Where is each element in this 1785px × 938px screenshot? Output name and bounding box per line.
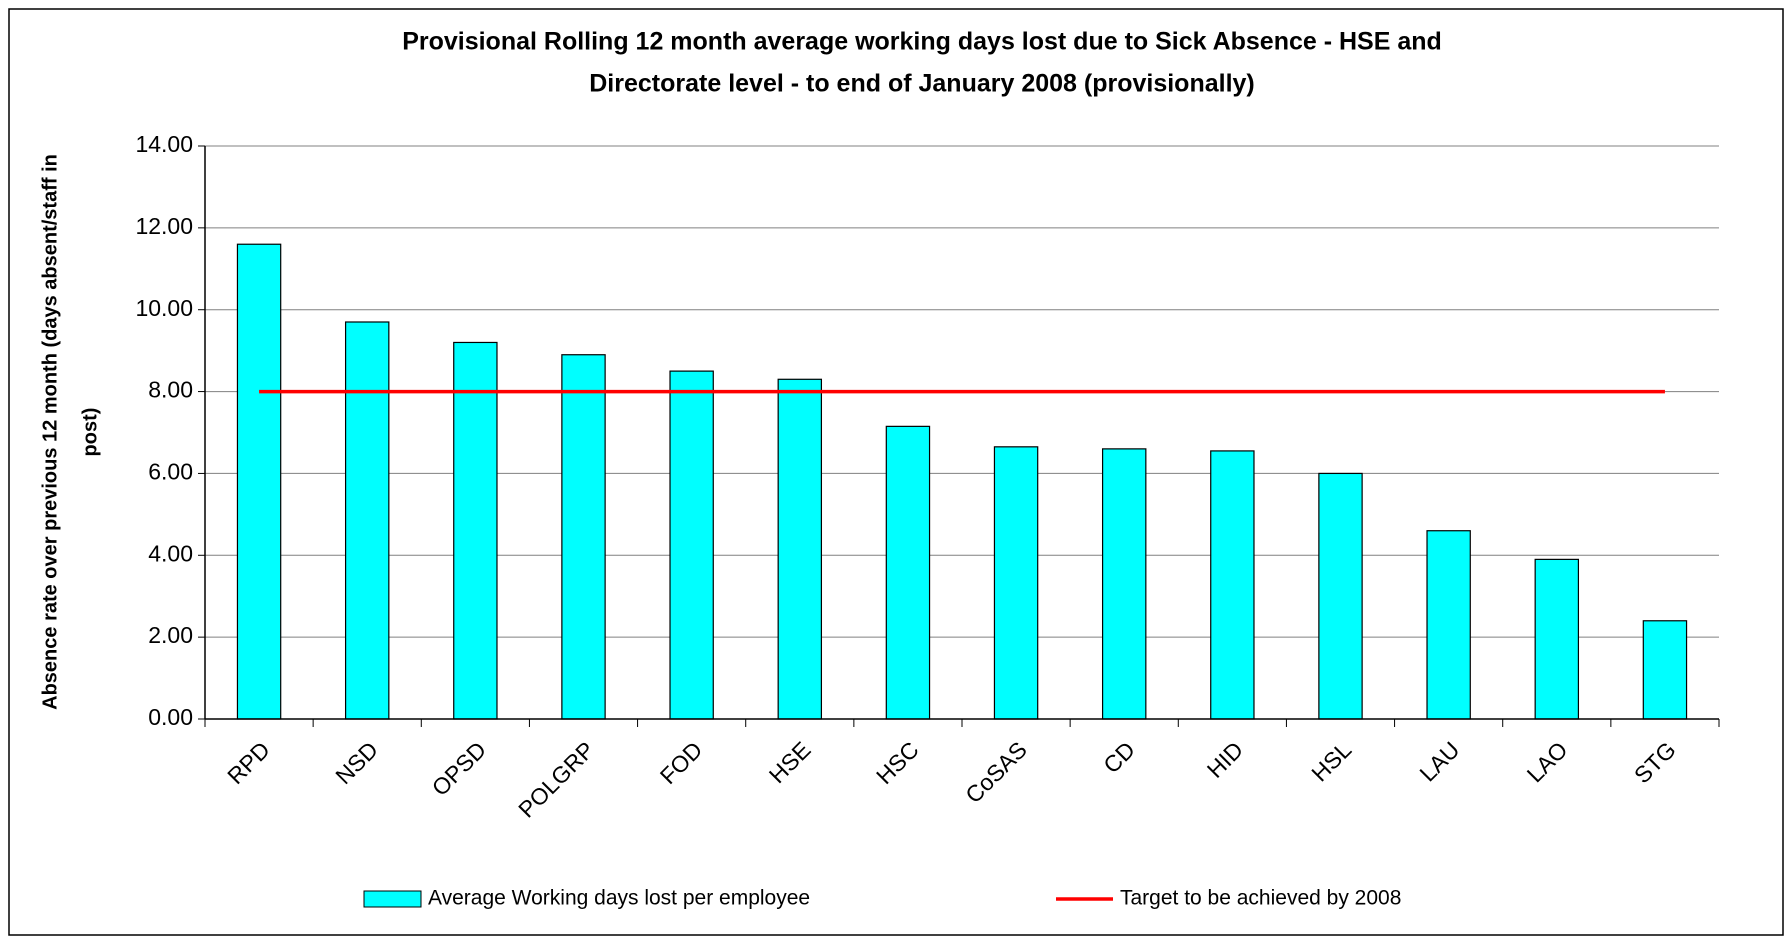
bar — [236, 243, 282, 720]
bar — [561, 354, 606, 720]
bar — [1318, 472, 1363, 720]
y-tick-label: 0.00 — [148, 704, 193, 730]
y-tick-label: 14.00 — [135, 131, 193, 157]
y-tick-label: 2.00 — [148, 622, 193, 648]
bar — [993, 446, 1039, 720]
bar — [669, 370, 714, 720]
chart-title: Provisional Rolling 12 month average wor… — [402, 28, 1442, 56]
bar — [885, 425, 931, 720]
y-tick-label: 8.00 — [148, 377, 193, 403]
y-axis-label: Absence rate over previous 12 month (day… — [39, 154, 61, 710]
bar — [777, 378, 823, 720]
y-axis-label: post) — [79, 408, 101, 457]
bar — [344, 321, 390, 720]
legend-label: Target to be achieved by 2008 — [1120, 887, 1401, 910]
y-tick-label: 4.00 — [148, 540, 193, 566]
bar — [453, 341, 498, 720]
legend-label: Average Working days lost per employee — [428, 887, 810, 910]
y-tick-label: 12.00 — [135, 213, 193, 239]
bar — [1101, 448, 1147, 720]
chart-title: Directorate level - to end of January 20… — [589, 70, 1255, 98]
bar — [1642, 620, 1688, 720]
y-tick-label: 6.00 — [148, 459, 193, 485]
y-tick-label: 10.00 — [135, 295, 193, 321]
bar — [1534, 558, 1580, 720]
legend-swatch — [363, 890, 422, 908]
bar — [1210, 450, 1255, 720]
bar — [1426, 530, 1471, 720]
